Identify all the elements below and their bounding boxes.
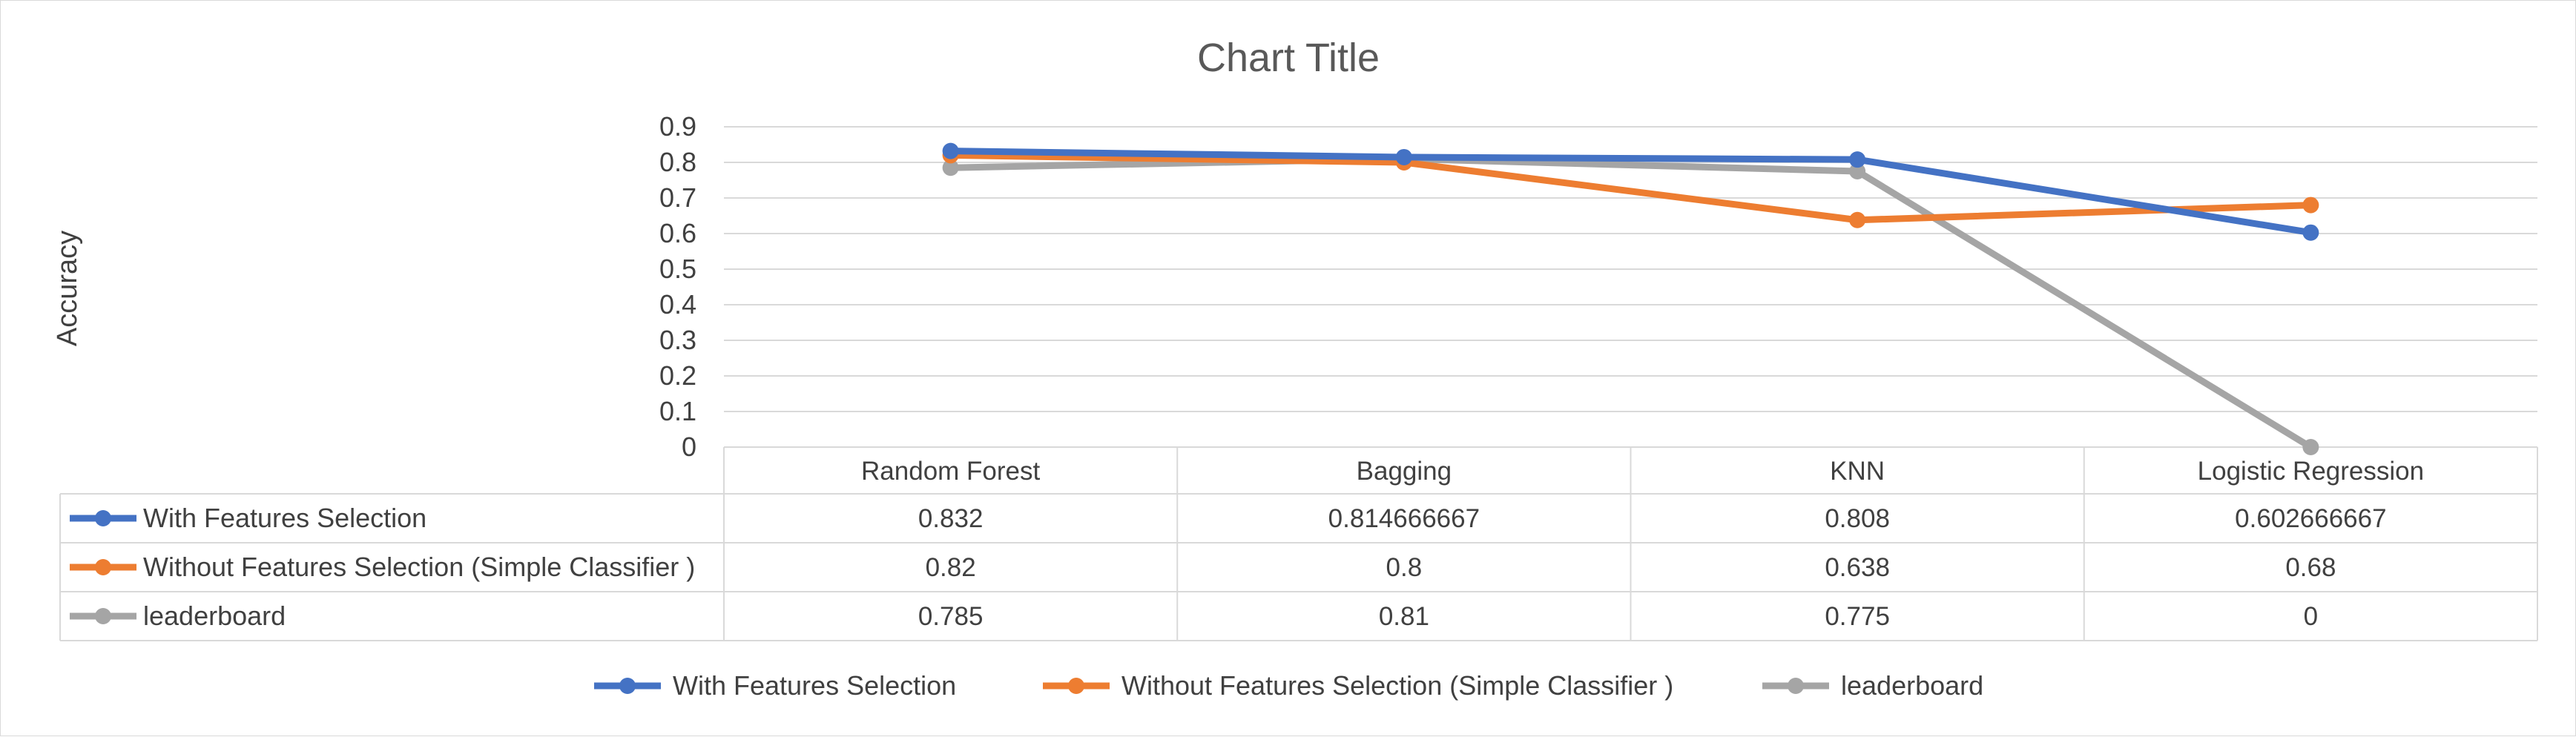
y-axis-label: Accuracy — [52, 231, 83, 346]
data-point — [942, 159, 959, 176]
table-row-label: With Features Selection — [143, 503, 426, 533]
category-label: Random Forest — [861, 457, 1040, 486]
y-axis-ticks: 0 0.1 0.2 0.3 0.4 0.5 0.6 0.7 0.8 0.9 — [659, 111, 696, 462]
legend-label: Without Features Selection (Simple Class… — [1121, 670, 1673, 701]
table-cell-value: 0.8 — [1386, 553, 1423, 582]
table-legend-key-marker — [95, 510, 111, 526]
table-cell-value: 0.832 — [918, 504, 984, 533]
table-cell-value: 0.81 — [1379, 602, 1429, 631]
table-legend-key-marker — [95, 608, 111, 624]
y-tick-label: 0 — [682, 432, 696, 462]
data-point — [942, 142, 959, 159]
data-point — [1849, 163, 1866, 179]
y-tick-label: 0.4 — [659, 289, 696, 320]
y-tick-label: 0.9 — [659, 111, 696, 142]
category-label: KNN — [1830, 457, 1885, 486]
data-point — [2302, 196, 2319, 214]
table-legend-key-marker — [95, 559, 111, 575]
table-cell-value: 0.68 — [2285, 553, 2336, 582]
table-cell-value: 0.814666667 — [1328, 504, 1480, 533]
table-cell-value: 0.82 — [926, 553, 976, 582]
category-label: Logistic Regression — [2198, 457, 2424, 486]
table-cell-value: 0.808 — [1825, 504, 1890, 533]
data-point — [1849, 151, 1866, 168]
data-point — [2302, 439, 2319, 455]
chart-title: Chart Title — [1197, 36, 1380, 80]
table-row-label: Without Features Selection (Simple Class… — [143, 552, 695, 582]
category-label: Bagging — [1357, 457, 1452, 486]
table-cell-value: 0.638 — [1825, 553, 1890, 582]
gridlines — [724, 126, 2537, 448]
legend-key-marker — [1788, 678, 1804, 694]
table-cell-value: 0.775 — [1825, 602, 1890, 631]
y-tick-label: 0.8 — [659, 147, 696, 177]
data-table: Random Forest Bagging KNN Logistic Regressi… — [59, 446, 2538, 641]
legend-key-marker — [619, 678, 636, 694]
series-line — [947, 155, 2314, 451]
table-cell-value: 0.602666667 — [2235, 504, 2386, 533]
y-tick-label: 0.7 — [659, 182, 696, 213]
y-tick-label: 0.1 — [659, 396, 696, 426]
data-point — [1395, 148, 1412, 165]
series-line — [947, 148, 2314, 237]
y-tick-label: 0.3 — [659, 325, 696, 355]
y-tick-label: 0.2 — [659, 360, 696, 391]
data-point — [1849, 211, 1866, 228]
series-line — [947, 151, 2314, 224]
y-tick-label: 0.6 — [659, 218, 696, 248]
table-cell-value: 0.785 — [918, 602, 984, 631]
series-layer — [942, 142, 2319, 455]
legend-label: With Features Selection — [673, 670, 956, 701]
table-cell-value: 0 — [2304, 602, 2318, 631]
table-row-label: leaderboard — [143, 601, 286, 631]
legend-key-marker — [1068, 678, 1084, 694]
legend: With Features Selection Without Features … — [594, 670, 1983, 701]
data-point — [2302, 224, 2319, 241]
y-tick-label: 0.5 — [659, 254, 696, 284]
legend-label: leaderboard — [1841, 670, 1983, 701]
